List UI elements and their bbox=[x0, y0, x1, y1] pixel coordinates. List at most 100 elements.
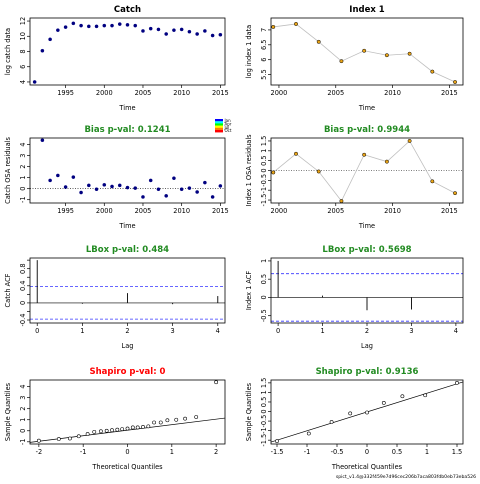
y-axis-label: Index 1 OSA residuals bbox=[245, 134, 253, 207]
y-axis-label: Sample Quantiles bbox=[4, 382, 12, 441]
data-point bbox=[164, 194, 168, 198]
data-point bbox=[294, 22, 298, 26]
x-tick-label: 2010 bbox=[173, 207, 190, 215]
x-axis-label: Time bbox=[118, 222, 135, 230]
y-tick-label: 1 bbox=[260, 390, 268, 394]
plot-frame bbox=[29, 137, 226, 204]
y-tick-label: 4 bbox=[19, 143, 27, 147]
y-axis-label: Catch OSA residuals bbox=[4, 137, 12, 204]
data-point bbox=[148, 26, 153, 31]
data-point bbox=[92, 429, 97, 434]
data-point bbox=[214, 380, 219, 385]
data-point bbox=[67, 436, 72, 441]
data-point bbox=[85, 432, 90, 436]
y-tick-label: 8 bbox=[19, 49, 27, 53]
x-tick-label: 1 bbox=[170, 448, 174, 456]
legend-label: Oct bbox=[225, 128, 232, 133]
x-tick-label: 0.5 bbox=[392, 448, 403, 456]
y-tick-label: 1 bbox=[19, 418, 27, 422]
data-point bbox=[40, 138, 45, 143]
x-axis-label: Lag bbox=[122, 342, 134, 350]
legend-label: Jul bbox=[224, 125, 230, 130]
x-tick-label: 2010 bbox=[173, 89, 190, 97]
x-tick-label: 2005 bbox=[327, 207, 344, 215]
data-point bbox=[63, 185, 68, 189]
data-point bbox=[339, 59, 344, 64]
data-point bbox=[316, 169, 321, 174]
data-point bbox=[430, 69, 435, 74]
legend-colour-swatch bbox=[215, 127, 223, 131]
x-tick-label: -0.5 bbox=[331, 448, 344, 456]
x-axis-label: Time bbox=[118, 104, 135, 112]
data-point bbox=[71, 21, 76, 26]
data-point bbox=[48, 178, 52, 183]
x-axis-label: Time bbox=[358, 104, 375, 112]
y-tick-label: -0.5 bbox=[260, 415, 268, 428]
data-point bbox=[104, 428, 109, 433]
data-point bbox=[110, 184, 114, 189]
x-tick-label: 2015 bbox=[212, 207, 229, 215]
y-tick-label: -0.4 bbox=[19, 314, 27, 327]
data-point bbox=[407, 139, 412, 143]
x-tick-label: 3 bbox=[409, 327, 413, 335]
data-point bbox=[195, 190, 199, 194]
data-point bbox=[203, 29, 207, 33]
y-tick-label: 3 bbox=[19, 154, 27, 158]
data-point bbox=[110, 428, 114, 433]
data-point bbox=[79, 23, 83, 28]
y-tick-label: 0 bbox=[260, 168, 268, 172]
x-tick-label: 2010 bbox=[384, 207, 401, 215]
data-point bbox=[133, 23, 138, 28]
x-tick-label: 2000 bbox=[96, 207, 113, 215]
chart-title: Shapiro p-val: 0 bbox=[90, 367, 166, 377]
x-tick-label: 3 bbox=[171, 327, 175, 335]
y-tick-label: 1 bbox=[260, 259, 268, 263]
y-tick-label: 12 bbox=[19, 17, 27, 25]
chart-title: Bias p-val: 0.1241 bbox=[84, 125, 170, 135]
data-point bbox=[40, 48, 45, 53]
y-tick-label: 1.5 bbox=[260, 136, 268, 147]
data-point bbox=[87, 24, 91, 29]
data-point bbox=[117, 183, 122, 188]
data-point bbox=[125, 426, 130, 431]
legend-colour-swatch bbox=[215, 125, 223, 128]
data-point bbox=[36, 438, 41, 443]
plot-frame bbox=[270, 379, 464, 445]
chart-title: Bias p-val: 0.9944 bbox=[324, 125, 410, 135]
data-point bbox=[172, 176, 176, 181]
y-tick-label: 6 bbox=[260, 58, 268, 62]
y-axis-label: log catch data bbox=[4, 28, 12, 75]
x-tick-label: 4 bbox=[216, 327, 220, 335]
y-tick-label: 0.5 bbox=[260, 397, 268, 408]
y-tick-label: 0 bbox=[19, 187, 27, 191]
y-tick-label: -0.5 bbox=[260, 309, 268, 322]
x-tick-label: 2015 bbox=[212, 89, 229, 97]
y-tick-label: 1 bbox=[260, 149, 268, 153]
y-tick-label: 0.5 bbox=[260, 274, 268, 285]
data-point bbox=[179, 27, 184, 32]
data-point bbox=[423, 393, 428, 398]
y-tick-label: 6 bbox=[19, 65, 27, 69]
data-point bbox=[115, 427, 120, 432]
data-point bbox=[87, 183, 91, 188]
data-point bbox=[117, 22, 122, 26]
x-tick-label: 2015 bbox=[441, 89, 458, 97]
data-point bbox=[362, 48, 367, 53]
plot-frame bbox=[270, 257, 464, 324]
data-point bbox=[187, 186, 192, 190]
x-tick-label: 2000 bbox=[96, 89, 113, 97]
data-point bbox=[187, 29, 192, 34]
x-tick-label: 1 bbox=[320, 327, 324, 335]
y-tick-label: 4 bbox=[19, 385, 27, 389]
data-point bbox=[179, 187, 184, 192]
data-point bbox=[71, 175, 76, 179]
data-point bbox=[165, 418, 170, 423]
x-tick-label: 0 bbox=[365, 448, 369, 456]
x-tick-label: 2015 bbox=[441, 207, 458, 215]
plot-frame bbox=[270, 17, 464, 86]
chart-title: Catch bbox=[114, 5, 141, 15]
x-tick-label: 2000 bbox=[271, 207, 288, 215]
y-tick-label: 6.5 bbox=[260, 40, 268, 51]
x-tick-label: 0 bbox=[125, 448, 129, 456]
